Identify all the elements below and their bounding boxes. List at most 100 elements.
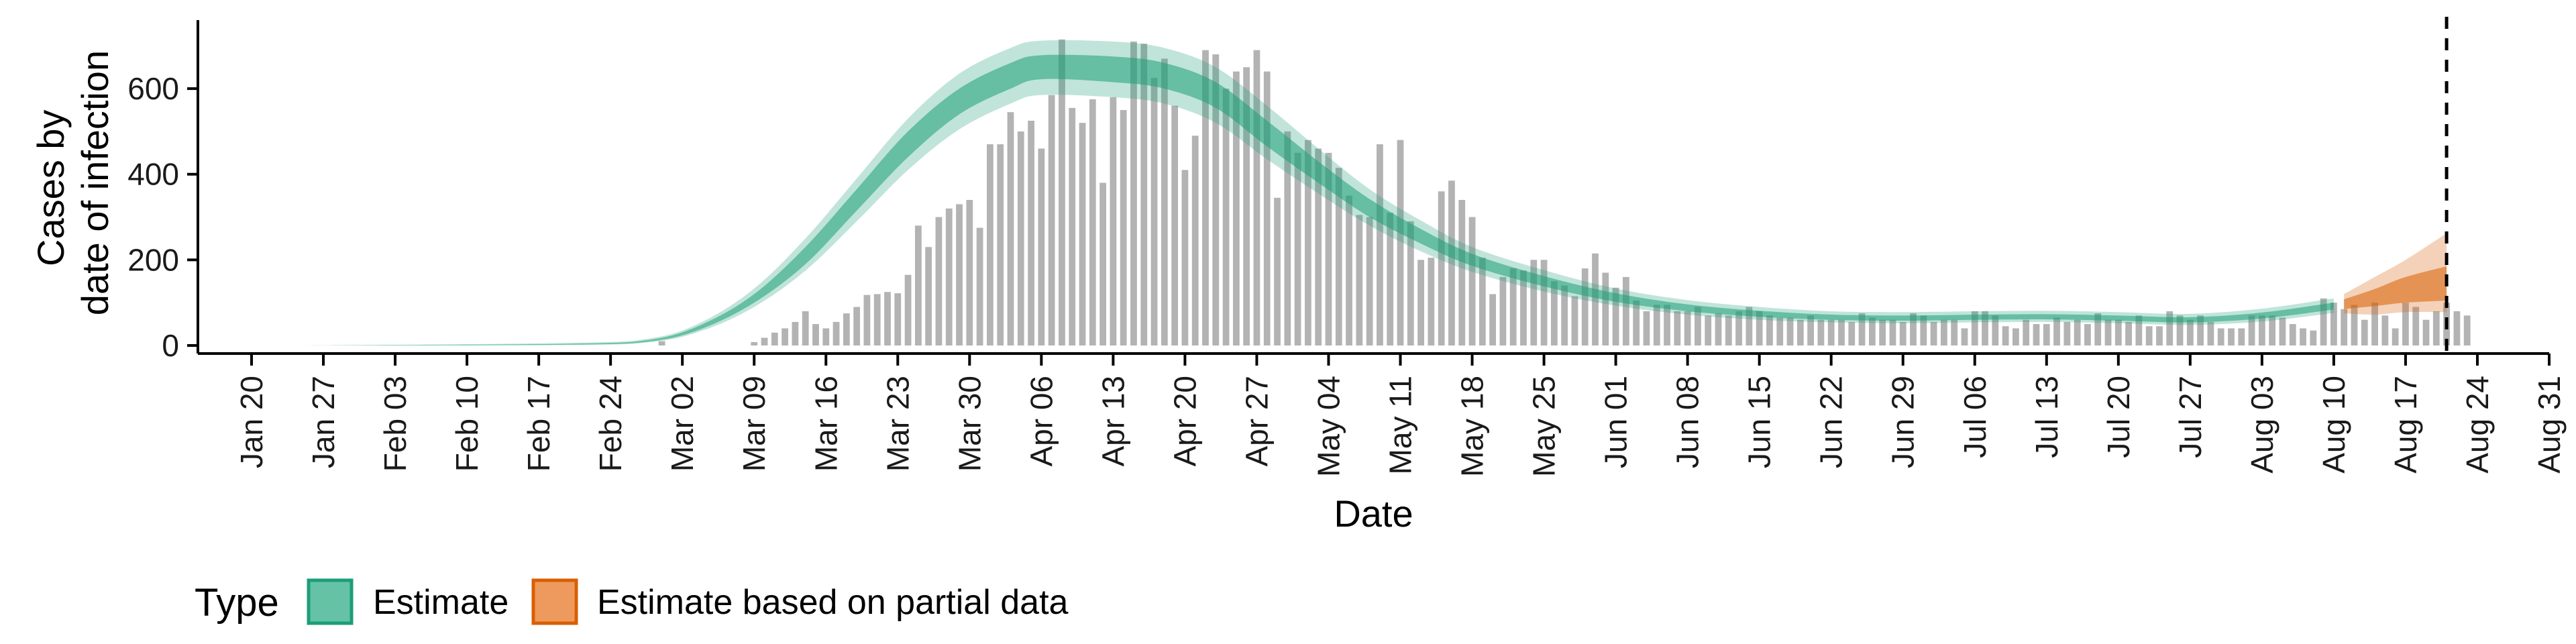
x-tick-label: May 18 [1455,376,1490,477]
reported-cases-bar [2310,330,2317,345]
reported-cases-bar [2156,326,2163,345]
reported-cases-bar [1315,148,1322,345]
reported-cases-bar [2176,315,2184,345]
y-axis-title-line-2: date of infection [74,50,116,315]
reported-cases-bar [2361,319,2368,345]
x-tick-label: Jul 13 [2029,376,2064,458]
reported-cases-bar [1468,217,1476,345]
reported-cases-bar [1858,313,1866,345]
reported-cases-bar [843,313,850,345]
reported-cases-bar [2186,319,2194,345]
reported-cases-bar [1930,321,1937,345]
reported-cases-bar [1458,200,1466,345]
reported-cases-bar [1479,258,1486,345]
x-tick-label: Jun 08 [1670,376,1705,468]
reported-cases-bar [2463,315,2471,345]
reported-cases-bar [2330,303,2337,345]
x-tick-label: Aug 24 [2460,376,2495,474]
reported-cases-bar [1540,260,1548,345]
reported-cases-bar [1622,276,1629,345]
reported-cases-bar [853,307,861,345]
x-tick-label: Apr 13 [1095,376,1130,467]
reported-cases-bar [873,294,881,345]
reported-cases-bar [1838,319,1845,345]
reported-cases-bar [1284,131,1291,345]
reported-cases-bar [1899,321,1907,345]
legend-key-partial-estimate [531,578,578,625]
reported-cases-bar [976,227,983,345]
reported-cases-bar [987,144,994,345]
reported-cases-bar [2063,321,2071,345]
reported-cases-bar [658,341,665,345]
reported-cases-bar [2238,328,2245,345]
reported-cases-bar [894,293,902,345]
reported-cases-bar [2279,317,2286,345]
reported-cases-bar [761,337,768,345]
reported-cases-bar [1325,152,1332,345]
reported-cases-bar [1664,305,1670,345]
x-tick-label: Mar 30 [952,376,987,472]
reported-cases-bar [1868,317,1876,345]
reported-cases-bar [863,294,871,345]
reported-cases-bar [1089,99,1096,345]
x-tick-label: Feb 10 [449,376,484,472]
reported-cases-bar [2135,315,2143,345]
reported-cases-bar [2248,315,2255,345]
reported-cases-bar [2300,328,2306,345]
reported-cases-bar [1181,170,1189,345]
reported-cases-bar [1110,97,1117,346]
reported-cases-bar [925,247,932,345]
y-axis-title: Cases by date of infection [30,50,116,315]
reported-cases-bar [1735,311,1742,345]
reported-cases-bar [1120,110,1127,345]
reported-cases-bar [1581,268,1589,345]
reported-cases-bar [1715,313,1722,345]
reported-cases-bar [997,144,1004,345]
x-tick-label: Apr 27 [1239,376,1274,467]
reported-cases-bar [2320,298,2327,345]
reported-cases-bar [1509,268,1517,345]
reported-cases-bar [2269,315,2276,345]
reported-cases-bar [1274,197,1281,345]
reported-cases-bar [1243,67,1250,346]
x-tick-label: May 25 [1527,376,1562,477]
reported-cases-bar [2422,319,2430,345]
reported-cases-bar [1356,215,1363,345]
reported-cases-bar [884,292,891,345]
reported-cases-bar [2114,319,2122,345]
x-tick-label: Jun 15 [1742,376,1777,468]
reported-cases-bar [771,332,778,345]
x-tick-label: Mar 16 [808,376,843,472]
reported-cases-bar [1653,305,1660,345]
reported-cases-bar [2012,328,2019,345]
reported-cases-bar [945,208,953,345]
x-tick-label: Jul 27 [2173,376,2208,458]
y-tick-label: 200 [127,242,179,277]
reported-cases-bar [1971,311,1978,345]
reported-cases-bar [1674,311,1681,345]
reported-cases-bar [2453,311,2461,345]
reported-cases-bar [1007,112,1014,345]
reported-cases-bar [2412,307,2420,345]
reported-cases-bar [1150,78,1158,346]
reported-cases-bar [914,225,922,345]
reported-cases-bar [1746,307,1753,345]
y-axis-title-line-1: Cases by [30,110,72,266]
reported-cases-bar [1377,144,1383,345]
reported-cases-bar [2043,324,2050,345]
reported-cases-bar [1489,294,1497,345]
reported-cases-bar [2166,311,2174,345]
reported-cases-bar [1428,258,1435,345]
reported-cases-bar [1561,285,1568,345]
reported-cases-bar [1725,315,1732,345]
reported-cases-bar [1520,270,1527,345]
reported-cases-bar [2125,321,2132,345]
x-tick-label: Feb 24 [593,376,628,472]
x-tick-label: Jan 27 [306,376,341,468]
reported-cases-bar [1079,123,1086,345]
reported-cases-bar [1387,213,1394,345]
reported-cases-bar [1499,276,1507,345]
reported-cases-bar [1448,180,1455,345]
reported-cases-bar [956,204,963,345]
reported-cases-bar [1048,95,1055,346]
